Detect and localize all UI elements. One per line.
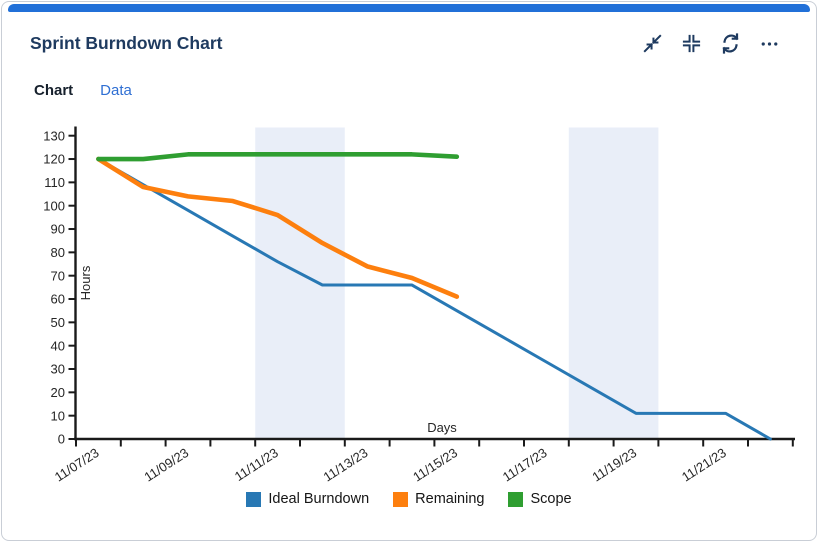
x-axis-title: Days [427, 420, 457, 435]
y-tick-label: 120 [43, 152, 65, 167]
legend-swatch [393, 491, 409, 507]
weekend-band [568, 127, 659, 439]
legend-label: Scope [530, 491, 572, 507]
legend-item-scope: Scope [508, 491, 572, 507]
fit-to-size-button[interactable] [680, 32, 702, 54]
y-tick-label: 50 [51, 315, 65, 330]
chart-legend: Ideal Burndown Remaining Scope [2, 491, 816, 507]
tab-data[interactable]: Data [100, 82, 132, 99]
legend-swatch [508, 491, 524, 507]
y-tick-label: 90 [51, 222, 65, 237]
legend-label: Remaining [415, 491, 485, 507]
y-tick-label: 70 [51, 268, 65, 283]
more-options-button[interactable] [758, 32, 780, 54]
series-line-ideal-burndown [96, 157, 772, 441]
y-tick-label: 20 [51, 385, 65, 400]
x-tick-label: 11/19/23 [589, 445, 639, 485]
widget-accent-bar [8, 4, 810, 12]
legend-label: Ideal Burndown [268, 491, 370, 507]
x-tick-label: 11/13/23 [321, 445, 371, 485]
legend-item-remaining: Remaining [393, 491, 484, 507]
x-tick-label: 11/11/23 [232, 445, 281, 484]
series-line-scope [96, 152, 460, 162]
y-tick-label: 30 [51, 362, 65, 377]
weekend-band [255, 127, 345, 439]
widget-title: Sprint Burndown Chart [30, 33, 223, 53]
y-tick-label: 100 [43, 198, 65, 213]
y-tick-label: 0 [58, 432, 65, 447]
y-axis-title: Hours [78, 265, 93, 300]
y-tick-label: 130 [43, 128, 65, 143]
y-tick-label: 40 [51, 338, 65, 353]
y-tick-label: 60 [51, 292, 65, 307]
refresh-button[interactable] [719, 32, 741, 54]
legend-swatch [246, 491, 262, 507]
legend-item-ideal-burndown: Ideal Burndown [246, 491, 369, 507]
x-tick-label: 11/07/23 [52, 445, 102, 485]
collapse-button[interactable] [641, 32, 663, 54]
x-tick-label: 11/21/23 [679, 445, 729, 485]
y-tick-label: 10 [51, 408, 65, 423]
y-tick-label: 80 [51, 245, 65, 260]
x-tick-label: 11/17/23 [500, 445, 550, 485]
tab-bar: Chart Data [34, 82, 132, 99]
collapse-arrows-icon [642, 33, 662, 53]
ellipsis-icon [761, 41, 777, 46]
collapse-corners-icon [682, 34, 700, 52]
y-tick-label: 110 [44, 175, 65, 190]
x-tick-label: 11/15/23 [410, 445, 460, 485]
series-line-remaining [96, 156, 460, 299]
tab-chart[interactable]: Chart [34, 82, 74, 99]
refresh-icon [721, 32, 739, 54]
widget-toolbar [641, 32, 780, 54]
x-tick-label: 11/09/23 [141, 445, 191, 485]
